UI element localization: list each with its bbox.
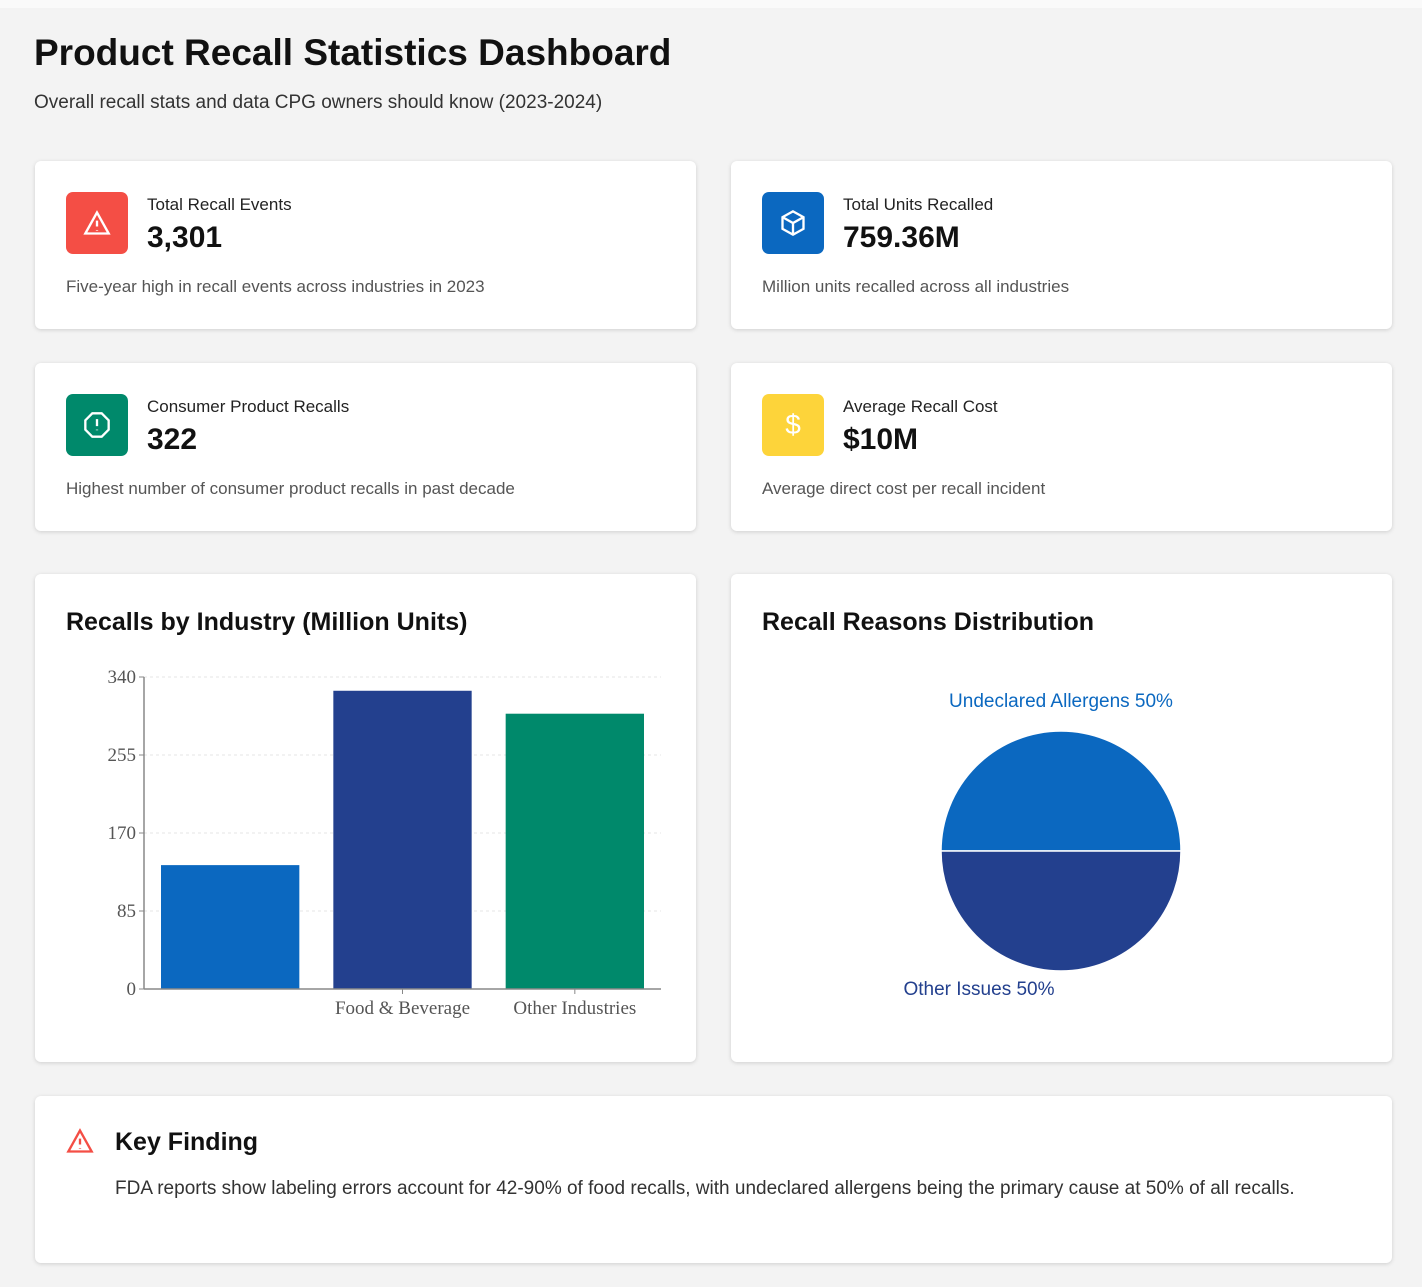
y-tick-label: 255 (108, 745, 137, 766)
y-tick-label: 0 (127, 979, 137, 1000)
y-tick-label: 85 (117, 901, 136, 922)
stat-value: $10M (843, 423, 919, 456)
pie-slice (940, 730, 1182, 852)
page-title: Product Recall Statistics Dashboard (34, 32, 672, 73)
pie-label: Other Issues 50% (903, 979, 1054, 1000)
bar-chart-card: Recalls by Industry (Million Units) 0 85 1… (35, 574, 696, 1062)
package-icon (762, 192, 824, 254)
stat-description: Highest number of consumer product recal… (66, 479, 515, 498)
top-strip (0, 0, 1422, 8)
key-finding-card: Key Finding FDA reports show labeling er… (35, 1096, 1392, 1263)
key-finding-text: FDA reports show labeling errors account… (115, 1178, 1295, 1199)
stat-label: Total Recall Events (147, 195, 292, 214)
warning-triangle-icon (65, 1127, 95, 1160)
key-finding-title: Key Finding (115, 1128, 259, 1156)
chart-title: Recall Reasons Distribution (762, 608, 1095, 636)
pie-chart-card: Recall Reasons Distribution Undeclared A… (731, 574, 1392, 1062)
y-tick-label: 340 (108, 667, 137, 688)
stat-label: Consumer Product Recalls (147, 397, 350, 416)
alert-octagon-icon (66, 394, 128, 456)
x-tick-label: Other Industries (513, 998, 636, 1019)
chart-title: Recalls by Industry (Million Units) (66, 608, 468, 636)
pie-label: Undeclared Allergens 50% (949, 691, 1173, 712)
stat-value: 759.36M (843, 221, 960, 254)
stat-value: 322 (147, 423, 198, 456)
x-tick-label: Food & Beverage (335, 998, 470, 1019)
bar (333, 690, 472, 989)
stat-description: Average direct cost per recall incident (762, 479, 1046, 498)
warning-triangle-icon (66, 192, 128, 254)
dollar-icon: $ (762, 394, 824, 456)
stat-card-total-units-recalled: Total Units Recalled 759.36M Million uni… (731, 161, 1392, 329)
stat-description: Million units recalled across all indust… (762, 277, 1070, 296)
y-tick-label: 170 (108, 823, 137, 844)
pie-slice (940, 850, 1182, 972)
stat-label: Average Recall Cost (843, 397, 998, 416)
bar-chart: 0 85 170 255 340 Food & Beverage Other Industr… (108, 667, 661, 1019)
stat-value: 3,301 (147, 221, 223, 254)
stat-card-total-recall-events: Total Recall Events 3,301 Five-year high… (35, 161, 696, 329)
pie-chart: Undeclared Allergens 50% Other Issues 50% (903, 691, 1182, 1000)
stat-card-consumer-product-recalls: Consumer Product Recalls 322 Highest num… (35, 363, 696, 531)
stat-label: Total Units Recalled (843, 195, 994, 214)
bar (505, 713, 644, 989)
stat-card-average-recall-cost: $ Average Recall Cost $10M Average direc… (731, 363, 1392, 531)
bar (161, 865, 300, 989)
stat-description: Five-year high in recall events across i… (66, 277, 485, 296)
page-subtitle: Overall recall stats and data CPG owners… (34, 92, 603, 113)
